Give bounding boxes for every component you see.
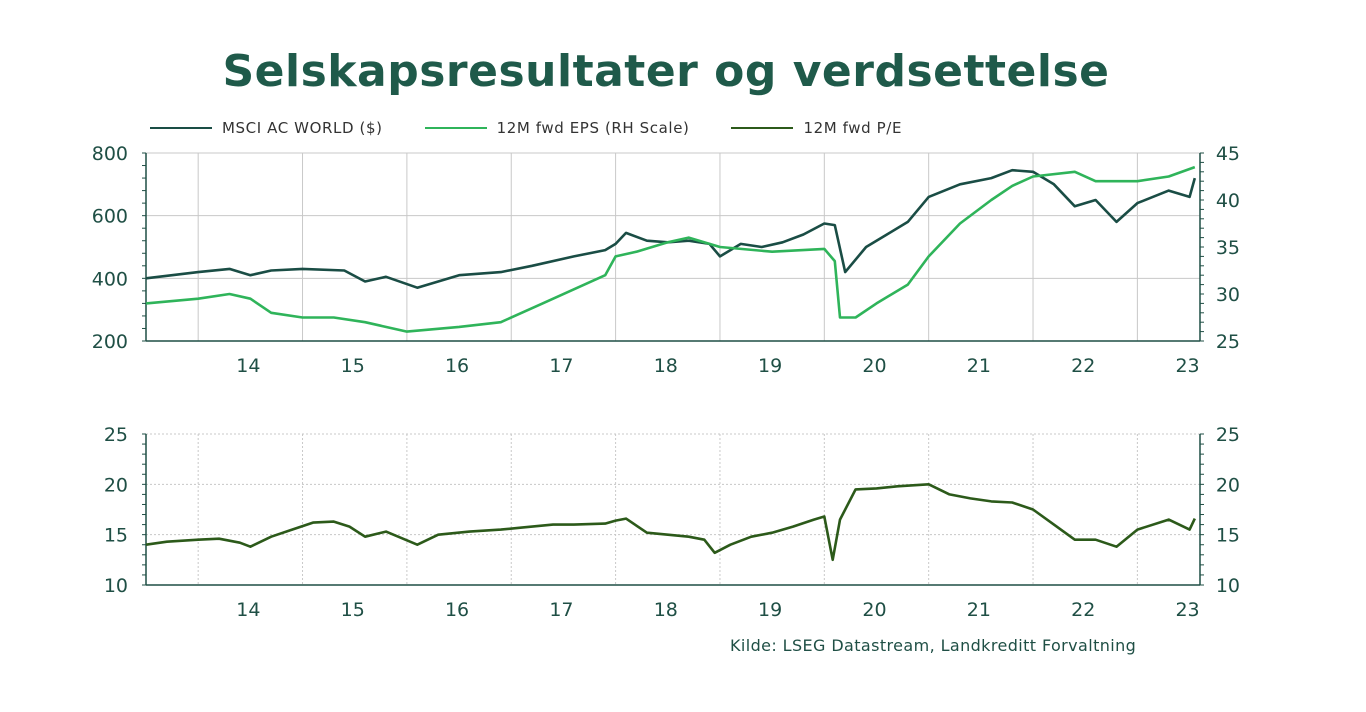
top-right-tick-label: 45: [1216, 143, 1240, 165]
bottom-left-tick-label: 15: [104, 525, 128, 547]
legend-label-msci: MSCI AC WORLD ($): [222, 119, 383, 137]
bottom-x-tick-label: 18: [654, 599, 678, 621]
top-x-tick-label: 18: [654, 355, 678, 377]
bottom-right-tick-label: 15: [1216, 525, 1240, 547]
legend-label-pe: 12M fwd P/E: [803, 119, 903, 137]
bottom-right-tick-label: 10: [1216, 575, 1240, 597]
bottom-x-tick-label: 23: [1175, 599, 1199, 621]
legend-item-eps: 12M fwd EPS (RH Scale): [424, 119, 690, 137]
legend-item-msci: MSCI AC WORLD ($): [150, 119, 383, 137]
top-x-tick-label: 22: [1071, 355, 1095, 377]
bottom-left-tick-label: 20: [104, 474, 128, 496]
top-left-tick-label: 400: [92, 268, 128, 290]
top-right-tick-label: 25: [1216, 331, 1240, 353]
bottom-x-tick-label: 22: [1071, 599, 1095, 621]
top-x-tick-label: 14: [236, 355, 260, 377]
bottom-x-tick-label: 16: [445, 599, 469, 621]
top-x-tick-label: 21: [967, 355, 991, 377]
legend-swatch-pe: [731, 127, 794, 129]
legend-label-eps: 12M fwd EPS (RH Scale): [496, 119, 690, 137]
chart-title: Selskapsresultater og verdsettelse: [222, 46, 1110, 97]
bottom-x-tick-label: 15: [341, 599, 365, 621]
bottom-right-tick-label: 25: [1216, 424, 1240, 446]
top-right-tick-label: 40: [1216, 190, 1240, 212]
bottom-left-tick-label: 10: [104, 575, 128, 597]
pe-series-line: [145, 482, 1196, 562]
top-left-tick-label: 600: [92, 206, 128, 228]
bottom-x-tick-label: 21: [967, 599, 991, 621]
eps-series-line: [145, 165, 1196, 333]
top-x-tick-label: 16: [445, 355, 469, 377]
legend-swatch-msci: [150, 127, 212, 129]
top-x-tick-label: 20: [862, 355, 886, 377]
legend-swatch-eps: [424, 127, 487, 129]
top-x-tick-label: 15: [341, 355, 365, 377]
top-right-tick-label: 35: [1216, 237, 1240, 259]
top-x-tick-label: 23: [1175, 355, 1199, 377]
top-x-tick-label: 17: [549, 355, 573, 377]
top-left-tick-label: 800: [92, 143, 128, 165]
msci-series-line: [145, 168, 1197, 290]
bottom-x-tick-label: 20: [862, 599, 886, 621]
bottom-x-tick-label: 17: [549, 599, 573, 621]
bottom-left-tick-label: 25: [104, 424, 128, 446]
legend: MSCI AC WORLD ($) 12M fwd EPS (RH Scale)…: [150, 117, 944, 139]
bottom-right-tick-label: 20: [1216, 474, 1240, 496]
top-x-tick-label: 19: [758, 355, 782, 377]
bottom-x-tick-label: 19: [758, 599, 782, 621]
top-right-tick-label: 30: [1216, 284, 1240, 306]
top-left-tick-label: 200: [92, 331, 128, 353]
bottom-x-tick-label: 14: [236, 599, 260, 621]
source-note: Kilde: LSEG Datastream, Landkreditt Forv…: [730, 636, 1137, 655]
legend-item-pe: 12M fwd P/E: [731, 119, 902, 137]
